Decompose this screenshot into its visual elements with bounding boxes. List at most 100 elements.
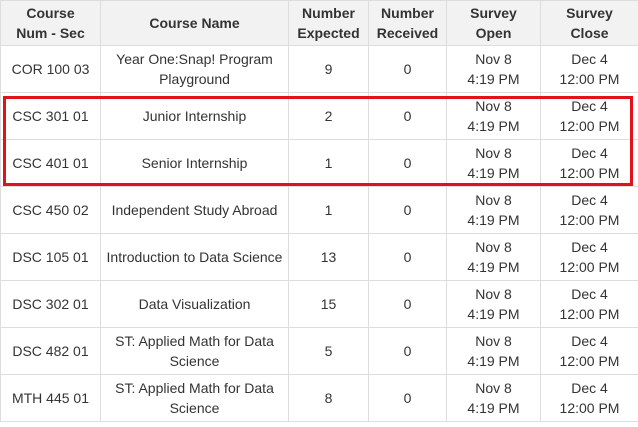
survey-close-cell-line: 12:00 PM (559, 165, 620, 181)
survey-open-cell-line: Nov 8 (475, 333, 512, 349)
course-num-cell: CSC 401 01 (0, 139, 101, 187)
survey-open-cell: Nov 8 4:19 PM (446, 45, 541, 93)
header-survey-close: Survey Close (540, 0, 638, 46)
survey-close-cell-line: Dec 4 (571, 98, 608, 114)
survey-close-cell-line: Dec 4 (571, 145, 608, 161)
survey-open-cell: Nov 8 4:19 PM (446, 233, 541, 281)
survey-open-cell-line: 4:19 PM (467, 118, 520, 134)
survey-close-cell: Dec 4 12:00 PM (540, 233, 638, 281)
number-received-cell: 0 (368, 374, 447, 422)
table-row: DSC 482 01 ST: Applied Math for Data Scien… (0, 327, 638, 375)
survey-close-cell-line: Dec 4 (571, 333, 608, 349)
course-name-cell: Data Visualization (100, 280, 289, 328)
survey-open-cell-line: 4:19 PM (467, 259, 520, 275)
number-expected-cell: 2 (288, 92, 369, 140)
survey-open-cell-line: 4:19 PM (467, 306, 520, 322)
header-course-num-sec: Course Num - Sec (0, 0, 101, 46)
survey-close-cell: Dec 4 12:00 PM (540, 280, 638, 328)
course-name-cell: Junior Internship (100, 92, 289, 140)
number-expected-cell: 1 (288, 139, 369, 187)
survey-close-cell-line: 12:00 PM (559, 118, 620, 134)
course-name-cell-line: Year One:Snap! Program (116, 51, 273, 67)
course-name-cell-line: Senior Internship (141, 155, 248, 171)
course-num-cell: DSC 105 01 (0, 233, 101, 281)
survey-open-cell: Nov 8 4:19 PM (446, 186, 541, 234)
survey-close-cell-line: Dec 4 (571, 192, 608, 208)
course-name-cell-line: Science (169, 400, 220, 416)
survey-close-cell-line: 12:00 PM (559, 71, 620, 87)
survey-open-cell-line: 4:19 PM (467, 71, 520, 87)
survey-close-cell-line: Dec 4 (571, 239, 608, 255)
survey-open-cell: Nov 8 4:19 PM (446, 280, 541, 328)
survey-close-cell-line: 12:00 PM (559, 212, 620, 228)
header-survey-open: Survey Open (446, 0, 541, 46)
course-name-cell-line: ST: Applied Math for Data (115, 380, 274, 396)
table-row: CSC 401 01 Senior Internship 1 0 Nov 8 4:19 P… (0, 139, 638, 187)
number-received-cell: 0 (368, 280, 447, 328)
course-num-cell: CSC 450 02 (0, 186, 101, 234)
survey-open-cell-line: 4:19 PM (467, 400, 520, 416)
number-received-cell: 0 (368, 327, 447, 375)
survey-open-cell-line: Nov 8 (475, 239, 512, 255)
survey-open-cell-line: Nov 8 (475, 145, 512, 161)
survey-close-cell: Dec 4 12:00 PM (540, 139, 638, 187)
number-received-cell: 0 (368, 233, 447, 281)
course-name-cell-line: Playground (159, 71, 230, 87)
course-name-cell: Independent Study Abroad (100, 186, 289, 234)
survey-close-cell-line: 12:00 PM (559, 400, 620, 416)
course-name-cell: ST: Applied Math for Data Science (100, 374, 289, 422)
course-name-cell-line: Science (169, 353, 220, 369)
table-header-row: Course Num - Sec Course Name Number Expe… (0, 0, 638, 46)
survey-open-cell-line: Nov 8 (475, 192, 512, 208)
course-name-cell-line: Junior Internship (142, 108, 247, 124)
course-name-cell-line: ST: Applied Math for Data (115, 333, 274, 349)
number-received-cell: 0 (368, 92, 447, 140)
course-name-cell-line: Independent Study Abroad (111, 202, 278, 218)
survey-open-cell: Nov 8 4:19 PM (446, 139, 541, 187)
survey-open-cell: Nov 8 4:19 PM (446, 92, 541, 140)
number-expected-cell: 8 (288, 374, 369, 422)
survey-open-cell: Nov 8 4:19 PM (446, 374, 541, 422)
survey-open-cell-line: 4:19 PM (467, 353, 520, 369)
survey-open-cell-line: Nov 8 (475, 51, 512, 67)
table-row: DSC 105 01 Introduction to Data Science 13… (0, 233, 638, 281)
survey-open-cell-line: 4:19 PM (467, 212, 520, 228)
table-row: COR 100 03 Year One:Snap! Program Playgrou… (0, 45, 638, 93)
number-received-cell: 0 (368, 139, 447, 187)
number-expected-cell: 15 (288, 280, 369, 328)
survey-close-cell-line: Dec 4 (571, 380, 608, 396)
number-received-cell: 0 (368, 45, 447, 93)
survey-close-cell: Dec 4 12:00 PM (540, 45, 638, 93)
course-name-cell-line: Introduction to Data Science (106, 249, 283, 265)
survey-open-cell-line: Nov 8 (475, 98, 512, 114)
survey-open-cell-line: Nov 8 (475, 286, 512, 302)
course-name-cell: ST: Applied Math for Data Science (100, 327, 289, 375)
number-expected-cell: 1 (288, 186, 369, 234)
table-row: CSC 301 01 Junior Internship 2 0 Nov 8 4:19 P… (0, 92, 638, 140)
survey-close-cell: Dec 4 12:00 PM (540, 92, 638, 140)
survey-close-cell: Dec 4 12:00 PM (540, 186, 638, 234)
survey-close-cell-line: Dec 4 (571, 286, 608, 302)
survey-close-cell: Dec 4 12:00 PM (540, 327, 638, 375)
course-num-cell: CSC 301 01 (0, 92, 101, 140)
table-row: DSC 302 01 Data Visualization 15 0 Nov 8 4:19… (0, 280, 638, 328)
survey-close-cell-line: 12:00 PM (559, 306, 620, 322)
course-num-cell: DSC 482 01 (0, 327, 101, 375)
survey-close-cell: Dec 4 12:00 PM (540, 374, 638, 422)
table-row: MTH 445 01 ST: Applied Math for Data Scien… (0, 374, 638, 422)
course-num-cell: MTH 445 01 (0, 374, 101, 422)
number-expected-cell: 5 (288, 327, 369, 375)
course-num-cell: COR 100 03 (0, 45, 101, 93)
course-name-cell: Senior Internship (100, 139, 289, 187)
survey-close-cell-line: 12:00 PM (559, 259, 620, 275)
number-expected-cell: 13 (288, 233, 369, 281)
course-name-cell-line: Data Visualization (138, 296, 251, 312)
survey-close-cell-line: Dec 4 (571, 51, 608, 67)
header-course-name: Course Name (100, 0, 289, 46)
number-received-cell: 0 (368, 186, 447, 234)
course-name-cell: Year One:Snap! Program Playground (100, 45, 289, 93)
survey-open-cell-line: 4:19 PM (467, 165, 520, 181)
header-number-received: Number Received (368, 0, 447, 46)
course-name-cell: Introduction to Data Science (100, 233, 289, 281)
